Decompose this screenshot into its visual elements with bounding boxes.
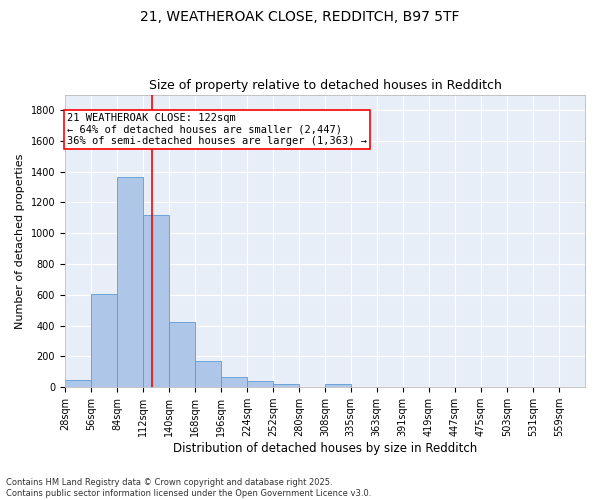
Bar — [274, 384, 299, 387]
Bar — [91, 294, 117, 387]
Bar — [195, 361, 221, 387]
Text: 21, WEATHEROAK CLOSE, REDDITCH, B97 5TF: 21, WEATHEROAK CLOSE, REDDITCH, B97 5TF — [140, 10, 460, 24]
X-axis label: Distribution of detached houses by size in Redditch: Distribution of detached houses by size … — [173, 442, 477, 455]
Text: 21 WEATHEROAK CLOSE: 122sqm
← 64% of detached houses are smaller (2,447)
36% of : 21 WEATHEROAK CLOSE: 122sqm ← 64% of det… — [67, 113, 367, 146]
Bar — [325, 384, 350, 387]
Bar — [117, 177, 143, 387]
Y-axis label: Number of detached properties: Number of detached properties — [15, 153, 25, 328]
Bar — [65, 380, 91, 387]
Bar — [169, 322, 195, 387]
Bar — [221, 377, 247, 387]
Bar — [247, 381, 274, 387]
Title: Size of property relative to detached houses in Redditch: Size of property relative to detached ho… — [149, 79, 502, 92]
Text: Contains HM Land Registry data © Crown copyright and database right 2025.
Contai: Contains HM Land Registry data © Crown c… — [6, 478, 371, 498]
Bar — [143, 214, 169, 387]
